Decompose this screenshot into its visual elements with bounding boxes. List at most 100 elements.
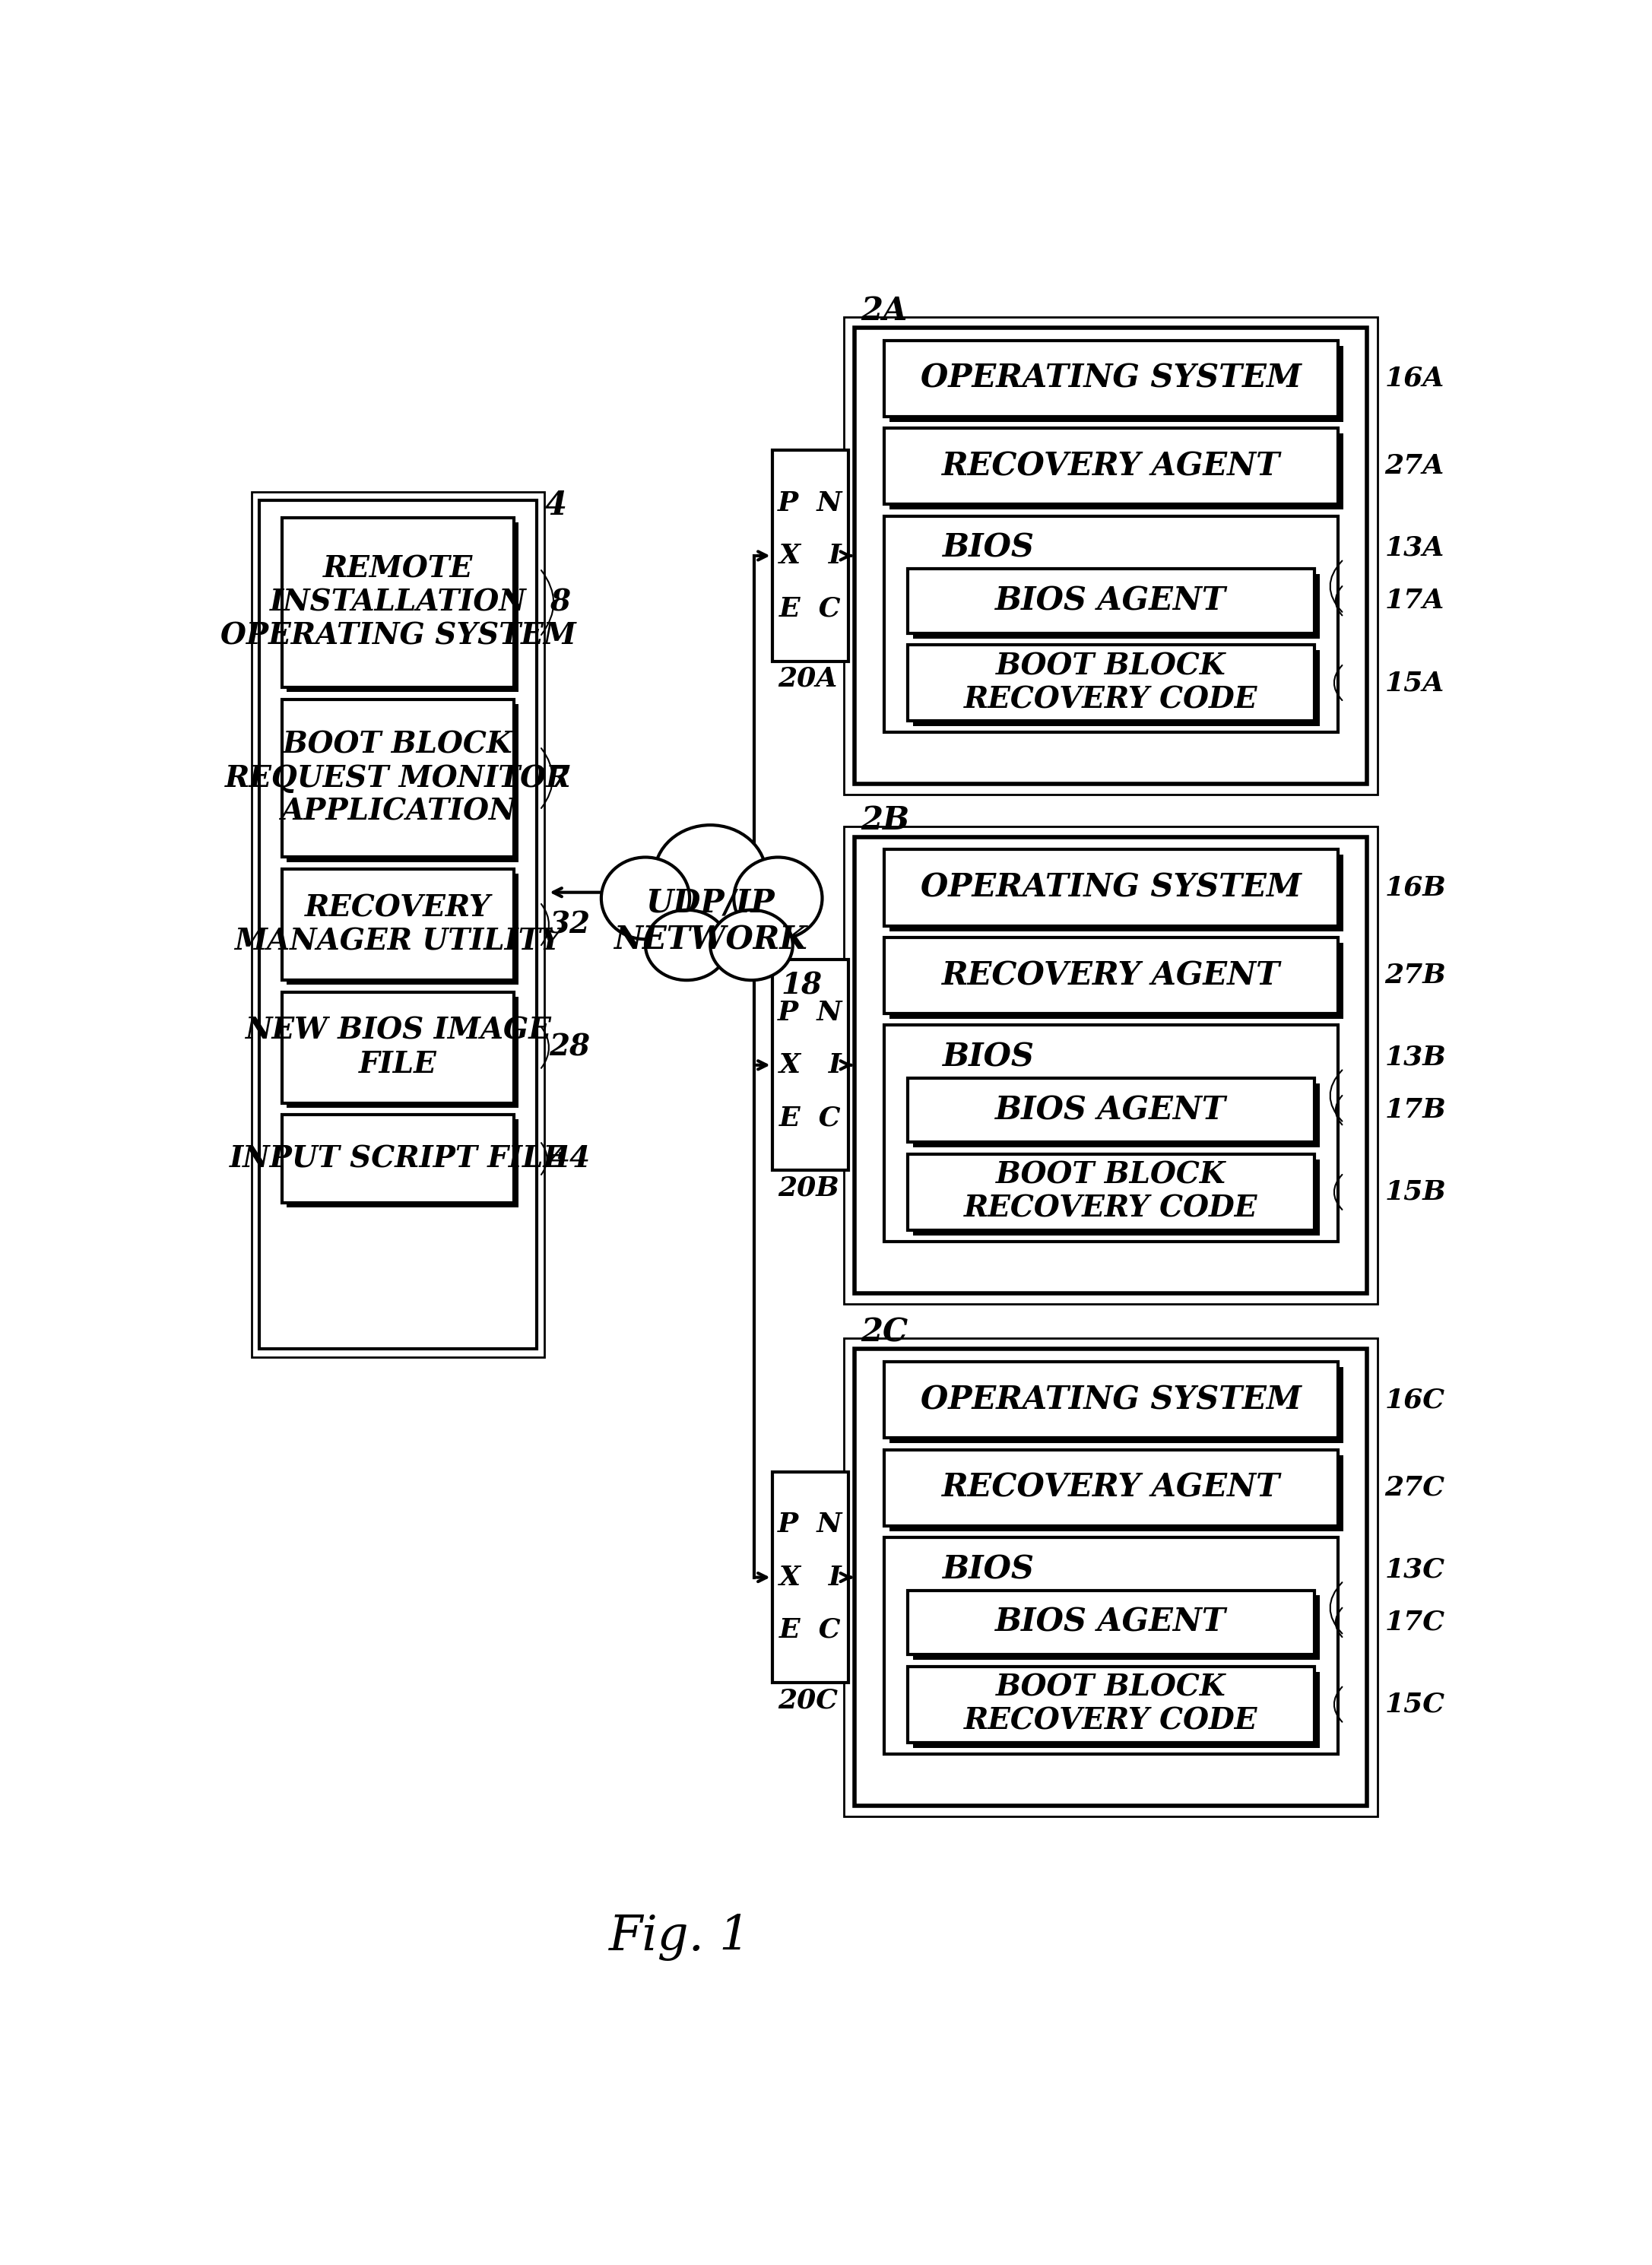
Text: X   I: X I <box>780 1565 843 1590</box>
Text: BIOS AGENT: BIOS AGENT <box>996 584 1226 616</box>
Text: E  C: E C <box>780 1105 841 1130</box>
Text: E  C: E C <box>780 1617 841 1642</box>
Bar <box>914 1672 1320 1749</box>
Bar <box>854 836 1368 1293</box>
Text: 17B: 17B <box>1384 1096 1446 1123</box>
Text: 20B: 20B <box>778 1176 839 1200</box>
Bar <box>907 1590 1315 1656</box>
Text: OPERATING SYSTEM: OPERATING SYSTEM <box>920 362 1302 394</box>
Ellipse shape <box>646 911 729 981</box>
Bar <box>844 827 1378 1305</box>
Bar <box>889 854 1343 931</box>
Bar <box>287 1119 519 1207</box>
Bar <box>884 1026 1338 1241</box>
Text: NEW BIOS IMAGE
FILE: NEW BIOS IMAGE FILE <box>244 1017 552 1078</box>
Text: 2A: 2A <box>861 294 907 326</box>
Bar <box>771 1472 849 1683</box>
Text: 16B: 16B <box>1384 874 1446 901</box>
Bar <box>884 516 1338 732</box>
Bar <box>844 317 1378 795</box>
Bar <box>907 646 1315 720</box>
Text: Fig. 1: Fig. 1 <box>610 1914 752 1961</box>
Bar <box>282 519 514 689</box>
Text: OPERATING SYSTEM: OPERATING SYSTEM <box>920 1384 1302 1416</box>
Bar <box>884 1538 1338 1753</box>
Bar <box>914 650 1320 727</box>
Text: BIOS AGENT: BIOS AGENT <box>996 1094 1226 1126</box>
Bar <box>287 874 519 985</box>
Text: P  N: P N <box>778 1511 843 1538</box>
Text: RECOVERY AGENT: RECOVERY AGENT <box>942 1472 1280 1504</box>
Text: UDP/IP
NETWORK: UDP/IP NETWORK <box>613 888 806 956</box>
Bar <box>907 569 1315 632</box>
Bar <box>884 849 1338 926</box>
Text: RECOVERY AGENT: RECOVERY AGENT <box>942 451 1280 482</box>
Bar <box>884 938 1338 1012</box>
Bar <box>914 1160 1320 1234</box>
Text: X   I: X I <box>780 544 843 569</box>
Text: 15A: 15A <box>1384 670 1444 695</box>
Bar <box>287 523 519 693</box>
Text: BOOT BLOCK
RECOVERY CODE: BOOT BLOCK RECOVERY CODE <box>965 652 1257 713</box>
Bar <box>889 347 1343 421</box>
Bar <box>889 1454 1343 1531</box>
Text: 17C: 17C <box>1384 1610 1446 1635</box>
Text: RECOVERY AGENT: RECOVERY AGENT <box>942 960 1280 992</box>
Text: 4: 4 <box>545 489 567 521</box>
Bar <box>844 1339 1378 1817</box>
Bar <box>287 997 519 1108</box>
Text: E  C: E C <box>780 596 841 621</box>
Ellipse shape <box>601 856 689 940</box>
Bar <box>282 700 514 856</box>
Ellipse shape <box>654 824 767 924</box>
Bar <box>889 1368 1343 1443</box>
Text: 32: 32 <box>550 911 590 940</box>
Text: 13C: 13C <box>1384 1556 1446 1583</box>
Text: INPUT SCRIPT FILE: INPUT SCRIPT FILE <box>230 1144 567 1173</box>
Ellipse shape <box>733 856 823 940</box>
Text: 27C: 27C <box>1384 1475 1446 1502</box>
Bar <box>907 1155 1315 1230</box>
Text: X   I: X I <box>780 1053 843 1078</box>
Text: 13A: 13A <box>1384 535 1444 562</box>
Bar <box>259 501 537 1350</box>
Bar <box>884 428 1338 505</box>
Text: 28: 28 <box>550 1033 590 1062</box>
Text: 8: 8 <box>550 589 570 616</box>
Bar <box>884 1450 1338 1527</box>
Text: BIOS AGENT: BIOS AGENT <box>996 1606 1226 1638</box>
Text: P  N: P N <box>778 489 843 516</box>
Text: 7: 7 <box>550 763 570 793</box>
Text: BOOT BLOCK
RECOVERY CODE: BOOT BLOCK RECOVERY CODE <box>965 1674 1257 1735</box>
Text: 27B: 27B <box>1384 963 1446 988</box>
Bar <box>914 573 1320 639</box>
Text: 13B: 13B <box>1384 1044 1446 1071</box>
Bar <box>282 870 514 981</box>
Text: BIOS: BIOS <box>943 1042 1034 1074</box>
Bar <box>907 1667 1315 1742</box>
Bar <box>282 992 514 1103</box>
Text: 15B: 15B <box>1384 1180 1446 1205</box>
Text: 17A: 17A <box>1384 589 1444 614</box>
Text: P  N: P N <box>778 999 843 1026</box>
Text: BIOS: BIOS <box>943 1554 1034 1585</box>
Bar <box>914 1595 1320 1660</box>
Text: 27A: 27A <box>1384 453 1444 480</box>
Bar <box>889 942 1343 1019</box>
Text: 20C: 20C <box>778 1687 838 1712</box>
Text: 2B: 2B <box>861 804 909 836</box>
Bar <box>854 1350 1368 1805</box>
Text: BOOT BLOCK
RECOVERY CODE: BOOT BLOCK RECOVERY CODE <box>965 1162 1257 1223</box>
Bar <box>884 1361 1338 1438</box>
Bar <box>907 1078 1315 1142</box>
Bar <box>889 433 1343 510</box>
Text: 18: 18 <box>781 972 823 1001</box>
Bar <box>854 328 1368 784</box>
Text: RECOVERY
MANAGER UTILITY: RECOVERY MANAGER UTILITY <box>235 892 562 956</box>
Text: REMOTE
INSTALLATION
OPERATING SYSTEM: REMOTE INSTALLATION OPERATING SYSTEM <box>220 555 577 650</box>
Bar <box>287 704 519 863</box>
Bar <box>771 451 849 661</box>
Text: 2C: 2C <box>861 1316 907 1348</box>
Text: BIOS: BIOS <box>943 532 1034 564</box>
Text: 15C: 15C <box>1384 1692 1446 1717</box>
